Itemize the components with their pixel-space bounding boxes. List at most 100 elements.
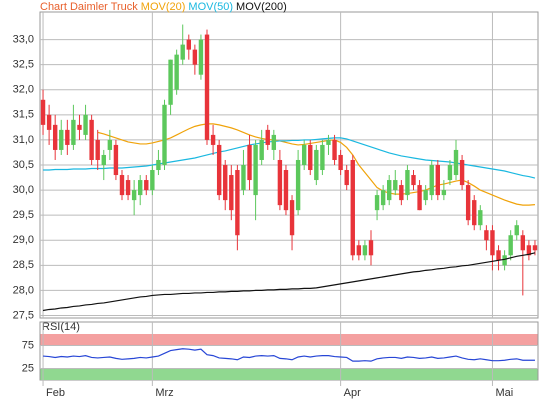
candle-body <box>490 230 495 256</box>
candle-body <box>502 255 507 266</box>
x-tick-label: Mrz <box>155 387 173 399</box>
candle-body <box>65 129 70 145</box>
candle-body <box>374 195 380 211</box>
y-tick-label: 33,0 <box>13 33 34 45</box>
candle-body <box>125 180 131 196</box>
candle-body <box>119 175 125 196</box>
legend-entry: MOV(200) <box>236 1 287 13</box>
candle-body <box>241 165 246 191</box>
candle-body <box>71 119 76 145</box>
chart-title: Chart Daimler Truck <box>40 1 138 13</box>
candle-body <box>514 225 519 236</box>
candle-body <box>417 185 422 211</box>
candle-body <box>380 190 386 206</box>
candle-body <box>180 44 185 60</box>
y-tick-label: 28,0 <box>13 284 34 296</box>
y-tick-label: 30,5 <box>13 159 34 171</box>
candle-body <box>289 200 295 236</box>
candle-body <box>162 104 167 165</box>
x-tick-label: Mai <box>495 387 513 399</box>
candle-body <box>168 59 173 105</box>
candle-body <box>235 170 240 236</box>
candle-body <box>496 250 501 261</box>
y-tick-label: 25 <box>22 362 34 374</box>
candle-body <box>77 124 82 130</box>
candle-body <box>113 144 119 176</box>
candle-body <box>465 185 471 221</box>
candle-body <box>332 139 337 160</box>
y-tick-label: 31,5 <box>13 109 34 121</box>
y-tick-label: 75 <box>22 339 34 351</box>
candle-body <box>399 185 404 201</box>
candle-body <box>344 170 349 186</box>
ma-line <box>42 252 536 312</box>
candle-body <box>526 245 532 256</box>
y-tick-label: 28,5 <box>13 259 34 271</box>
candle-body <box>423 190 428 201</box>
candle-body <box>459 159 465 186</box>
candle-body <box>138 180 143 196</box>
candle-body <box>484 230 489 241</box>
rsi-title: RSI(14) <box>42 321 80 333</box>
candle-body <box>186 39 191 50</box>
candle-body <box>472 200 477 226</box>
candle-body <box>441 190 447 196</box>
candle-body <box>216 144 222 196</box>
candle-body <box>393 180 398 191</box>
candle-body <box>107 139 113 150</box>
candle-body <box>247 144 252 181</box>
candle-body <box>46 114 52 130</box>
candle-body <box>150 170 155 191</box>
candle-body <box>59 129 64 150</box>
rsi-band <box>40 368 538 380</box>
candle-body <box>271 134 277 150</box>
candle-body <box>277 159 283 206</box>
candle-body <box>387 180 392 201</box>
candle-body <box>89 119 94 160</box>
candle-body <box>144 180 149 191</box>
candle-body <box>447 165 453 181</box>
candle-body <box>210 134 216 145</box>
candle-body <box>52 124 58 150</box>
rsi-band <box>40 334 538 346</box>
legend: Chart Daimler Truck MOV(20) MOV(50) MOV(20… <box>40 1 287 13</box>
candle-body <box>350 159 355 256</box>
y-tick-label: 30,0 <box>13 184 34 196</box>
candle-body <box>368 240 374 256</box>
candle-body <box>156 159 161 171</box>
y-tick-label: 29,0 <box>13 234 34 246</box>
y-tick-label: 31,0 <box>13 134 34 146</box>
y-tick-label: 32,5 <box>13 59 34 71</box>
candle-body <box>453 149 459 176</box>
candle-body <box>174 54 179 90</box>
candle-body <box>478 210 483 226</box>
candle-body <box>295 159 301 211</box>
candle-body <box>204 34 210 140</box>
candle-body <box>198 39 204 75</box>
y-tick-label: 27,5 <box>13 309 34 321</box>
candle-body <box>101 154 106 165</box>
y-tick-label: 29,5 <box>13 209 34 221</box>
x-tick-label: Feb <box>46 387 65 399</box>
y-tick-label: 32,0 <box>13 84 34 96</box>
candle-body <box>265 129 270 145</box>
candle-body <box>192 49 198 65</box>
legend-entry: MOV(50) <box>188 1 233 13</box>
x-tick-label: Apr <box>344 387 361 399</box>
candle-body <box>320 144 325 171</box>
candle-body <box>253 144 258 196</box>
candle-body <box>95 139 100 160</box>
candle-body <box>411 175 416 186</box>
candle-body <box>520 235 526 251</box>
candle-body <box>131 190 137 201</box>
candle-body <box>508 235 513 256</box>
candle-body <box>429 165 434 196</box>
candle-body <box>259 139 264 160</box>
candle-body <box>435 165 440 196</box>
candle-body <box>301 144 307 165</box>
candle-body <box>362 245 368 256</box>
candle-body <box>326 139 331 145</box>
candle-body <box>405 170 410 196</box>
candle-body <box>40 99 46 125</box>
